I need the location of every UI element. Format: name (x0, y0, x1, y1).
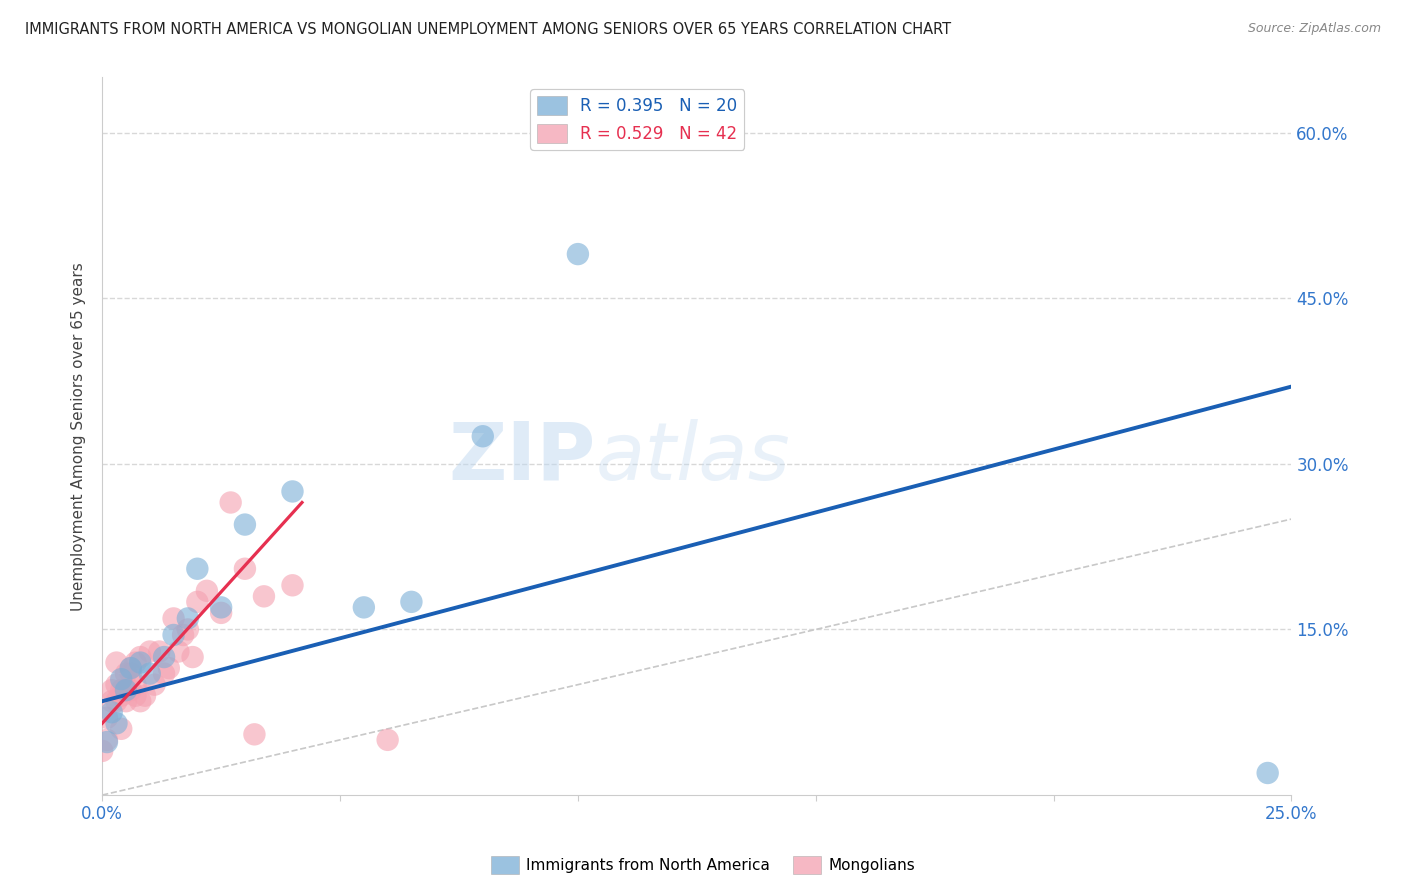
Point (105, 656, 128, 670)
Point (120, 683, 142, 698)
Point (110, 689, 132, 703)
Point (233, 517, 256, 532)
Point (124, 689, 146, 703)
Point (177, 623, 200, 637)
Point (195, 583, 218, 598)
Point (139, 644, 162, 658)
Point (124, 678, 146, 692)
Point (96, 735, 118, 749)
Legend: R = 0.395   N = 20, R = 0.529   N = 42: R = 0.395 N = 20, R = 0.529 N = 42 (530, 89, 744, 150)
Point (567, 247, 589, 261)
Point (110, 683, 132, 698)
Point (167, 644, 190, 658)
Text: IMMIGRANTS FROM NORTH AMERICA VS MONGOLIAN UNEMPLOYMENT AMONG SENIORS OVER 65 YE: IMMIGRANTS FROM NORTH AMERICA VS MONGOLI… (25, 22, 952, 37)
Point (96, 732, 118, 747)
Text: Source: ZipAtlas.com: Source: ZipAtlas.com (1247, 22, 1381, 36)
Point (105, 716, 128, 731)
Point (186, 562, 208, 576)
Point (233, 562, 256, 576)
Point (100, 683, 122, 698)
Point (181, 650, 204, 665)
Point (134, 689, 156, 703)
Point (209, 600, 232, 615)
Point (186, 595, 208, 609)
Point (377, 732, 399, 747)
Point (281, 484, 304, 499)
Point (96, 711, 118, 725)
Text: ZIP: ZIP (449, 418, 596, 497)
Point (209, 606, 232, 620)
Point (162, 611, 184, 625)
Point (129, 656, 152, 670)
Point (120, 661, 142, 675)
Point (281, 578, 304, 592)
Point (124, 656, 146, 670)
Point (129, 694, 152, 708)
Point (153, 666, 176, 681)
Point (153, 650, 176, 665)
Point (110, 722, 132, 736)
Point (162, 628, 184, 642)
Point (253, 590, 276, 604)
Point (172, 628, 194, 642)
Point (105, 694, 128, 708)
Y-axis label: Unemployment Among Seniors over 65 years: Unemployment Among Seniors over 65 years (72, 262, 86, 611)
Point (120, 666, 142, 681)
Point (243, 727, 266, 741)
Text: atlas: atlas (596, 418, 790, 497)
Point (471, 429, 494, 443)
Point (91, 744, 114, 758)
Point (120, 661, 142, 675)
Point (115, 694, 138, 708)
Point (148, 644, 170, 658)
Point (1257, 766, 1279, 780)
Point (177, 611, 200, 625)
Point (110, 672, 132, 686)
Point (139, 666, 162, 681)
Point (157, 661, 180, 675)
Point (105, 678, 128, 692)
Point (401, 595, 423, 609)
Point (143, 678, 166, 692)
Point (100, 694, 122, 708)
Point (115, 666, 138, 681)
Point (115, 683, 138, 698)
Point (115, 683, 138, 698)
Legend: Immigrants from North America, Mongolians: Immigrants from North America, Mongolian… (485, 850, 921, 880)
Point (129, 650, 152, 665)
Point (219, 495, 242, 509)
Point (100, 705, 122, 719)
Point (353, 600, 375, 615)
